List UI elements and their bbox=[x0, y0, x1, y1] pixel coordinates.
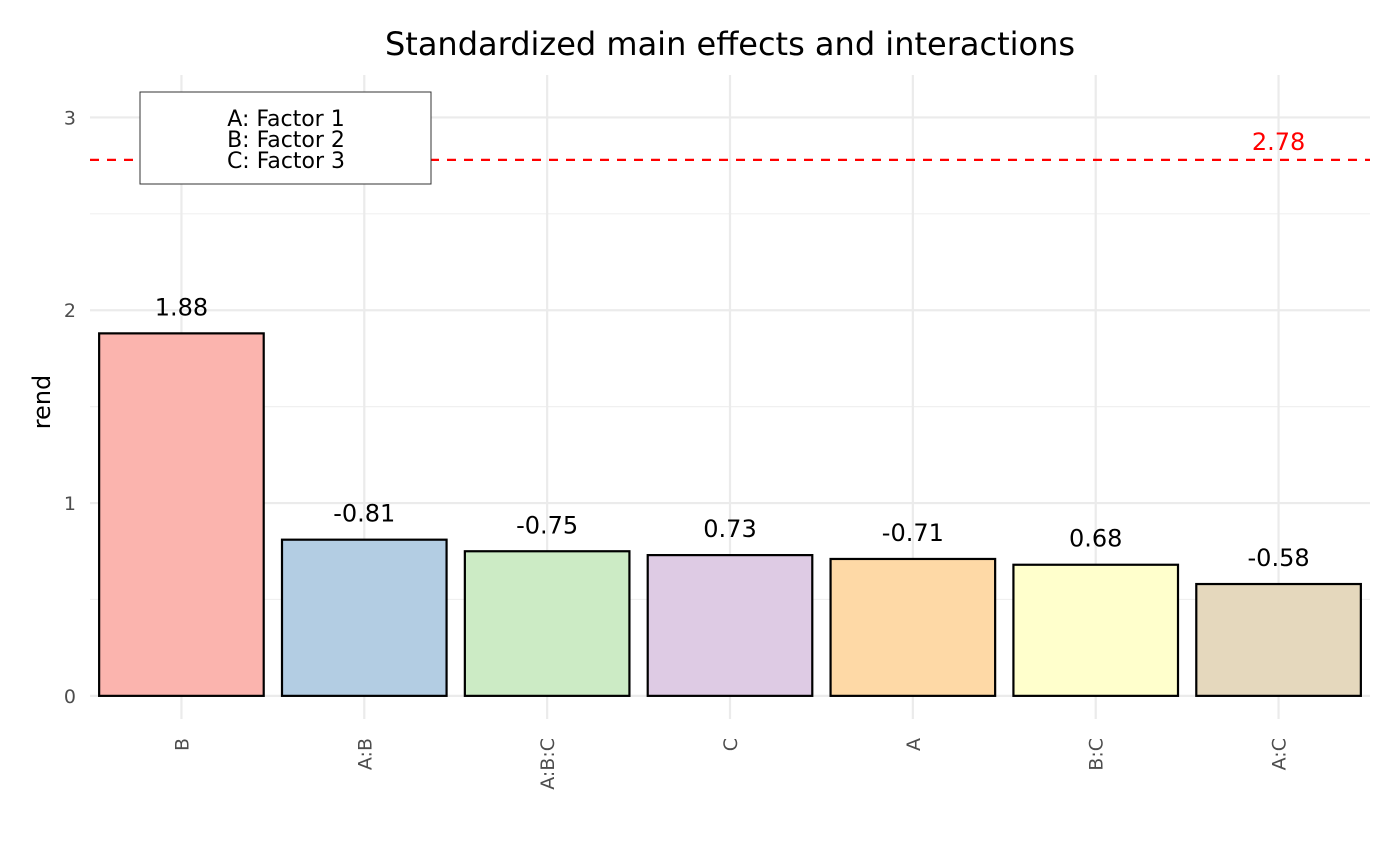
x-tick-label: B bbox=[171, 738, 193, 751]
bar-value-label: 0.73 bbox=[703, 515, 756, 543]
y-tick-label: 3 bbox=[64, 107, 76, 129]
x-tick-label: A:B:C bbox=[537, 738, 559, 790]
threshold-group: 2.78 bbox=[90, 128, 1370, 161]
bar-b bbox=[98, 332, 265, 697]
bar-a-b-c bbox=[463, 550, 631, 697]
chart-title: Standardized main effects and interactio… bbox=[385, 25, 1075, 63]
bar-value-label: 0.68 bbox=[1069, 525, 1122, 553]
bar-a bbox=[829, 557, 997, 697]
legend-box bbox=[139, 91, 432, 185]
bar-value-label: -0.81 bbox=[333, 500, 395, 528]
legend-entry-c: C: Factor 3 bbox=[227, 149, 345, 174]
bar-value-label: 1.88 bbox=[155, 293, 208, 321]
bar-a-b bbox=[280, 538, 448, 697]
y-tick-label: 2 bbox=[64, 300, 76, 322]
bar-value-label: -0.58 bbox=[1248, 544, 1310, 572]
legend-entry-a: A: Factor 1 bbox=[227, 107, 344, 132]
bar-value-label: -0.71 bbox=[882, 519, 944, 547]
x-tick-label: A:C bbox=[1269, 738, 1291, 770]
bar-c bbox=[646, 554, 814, 697]
bars-group bbox=[98, 332, 1362, 697]
threshold-label: 2.78 bbox=[1252, 128, 1305, 156]
y-axis-ticks: 0 1 2 3 bbox=[64, 107, 76, 707]
y-tick-label: 1 bbox=[64, 493, 76, 515]
x-tick-label: A:B bbox=[354, 738, 376, 770]
bar-b-c bbox=[1012, 563, 1180, 697]
bar-a-c bbox=[1195, 582, 1362, 697]
x-axis-ticks: B A:B A:B:C C A B:C A:C bbox=[171, 738, 1290, 790]
bar-value-label: -0.75 bbox=[516, 511, 578, 539]
x-tick-label: B:C bbox=[1086, 738, 1108, 771]
y-tick-label: 0 bbox=[64, 686, 76, 708]
bar-labels-group: 1.88 -0.81 -0.75 0.73 -0.71 0.68 -0.58 bbox=[155, 293, 1310, 572]
y-axis-label: rend bbox=[28, 375, 56, 430]
legend-entry-b: B: Factor 2 bbox=[227, 128, 345, 153]
x-tick-label: A bbox=[903, 738, 925, 751]
x-tick-label: C bbox=[720, 738, 742, 751]
legend: A: Factor 1 B: Factor 2 C: Factor 3 bbox=[139, 91, 432, 185]
